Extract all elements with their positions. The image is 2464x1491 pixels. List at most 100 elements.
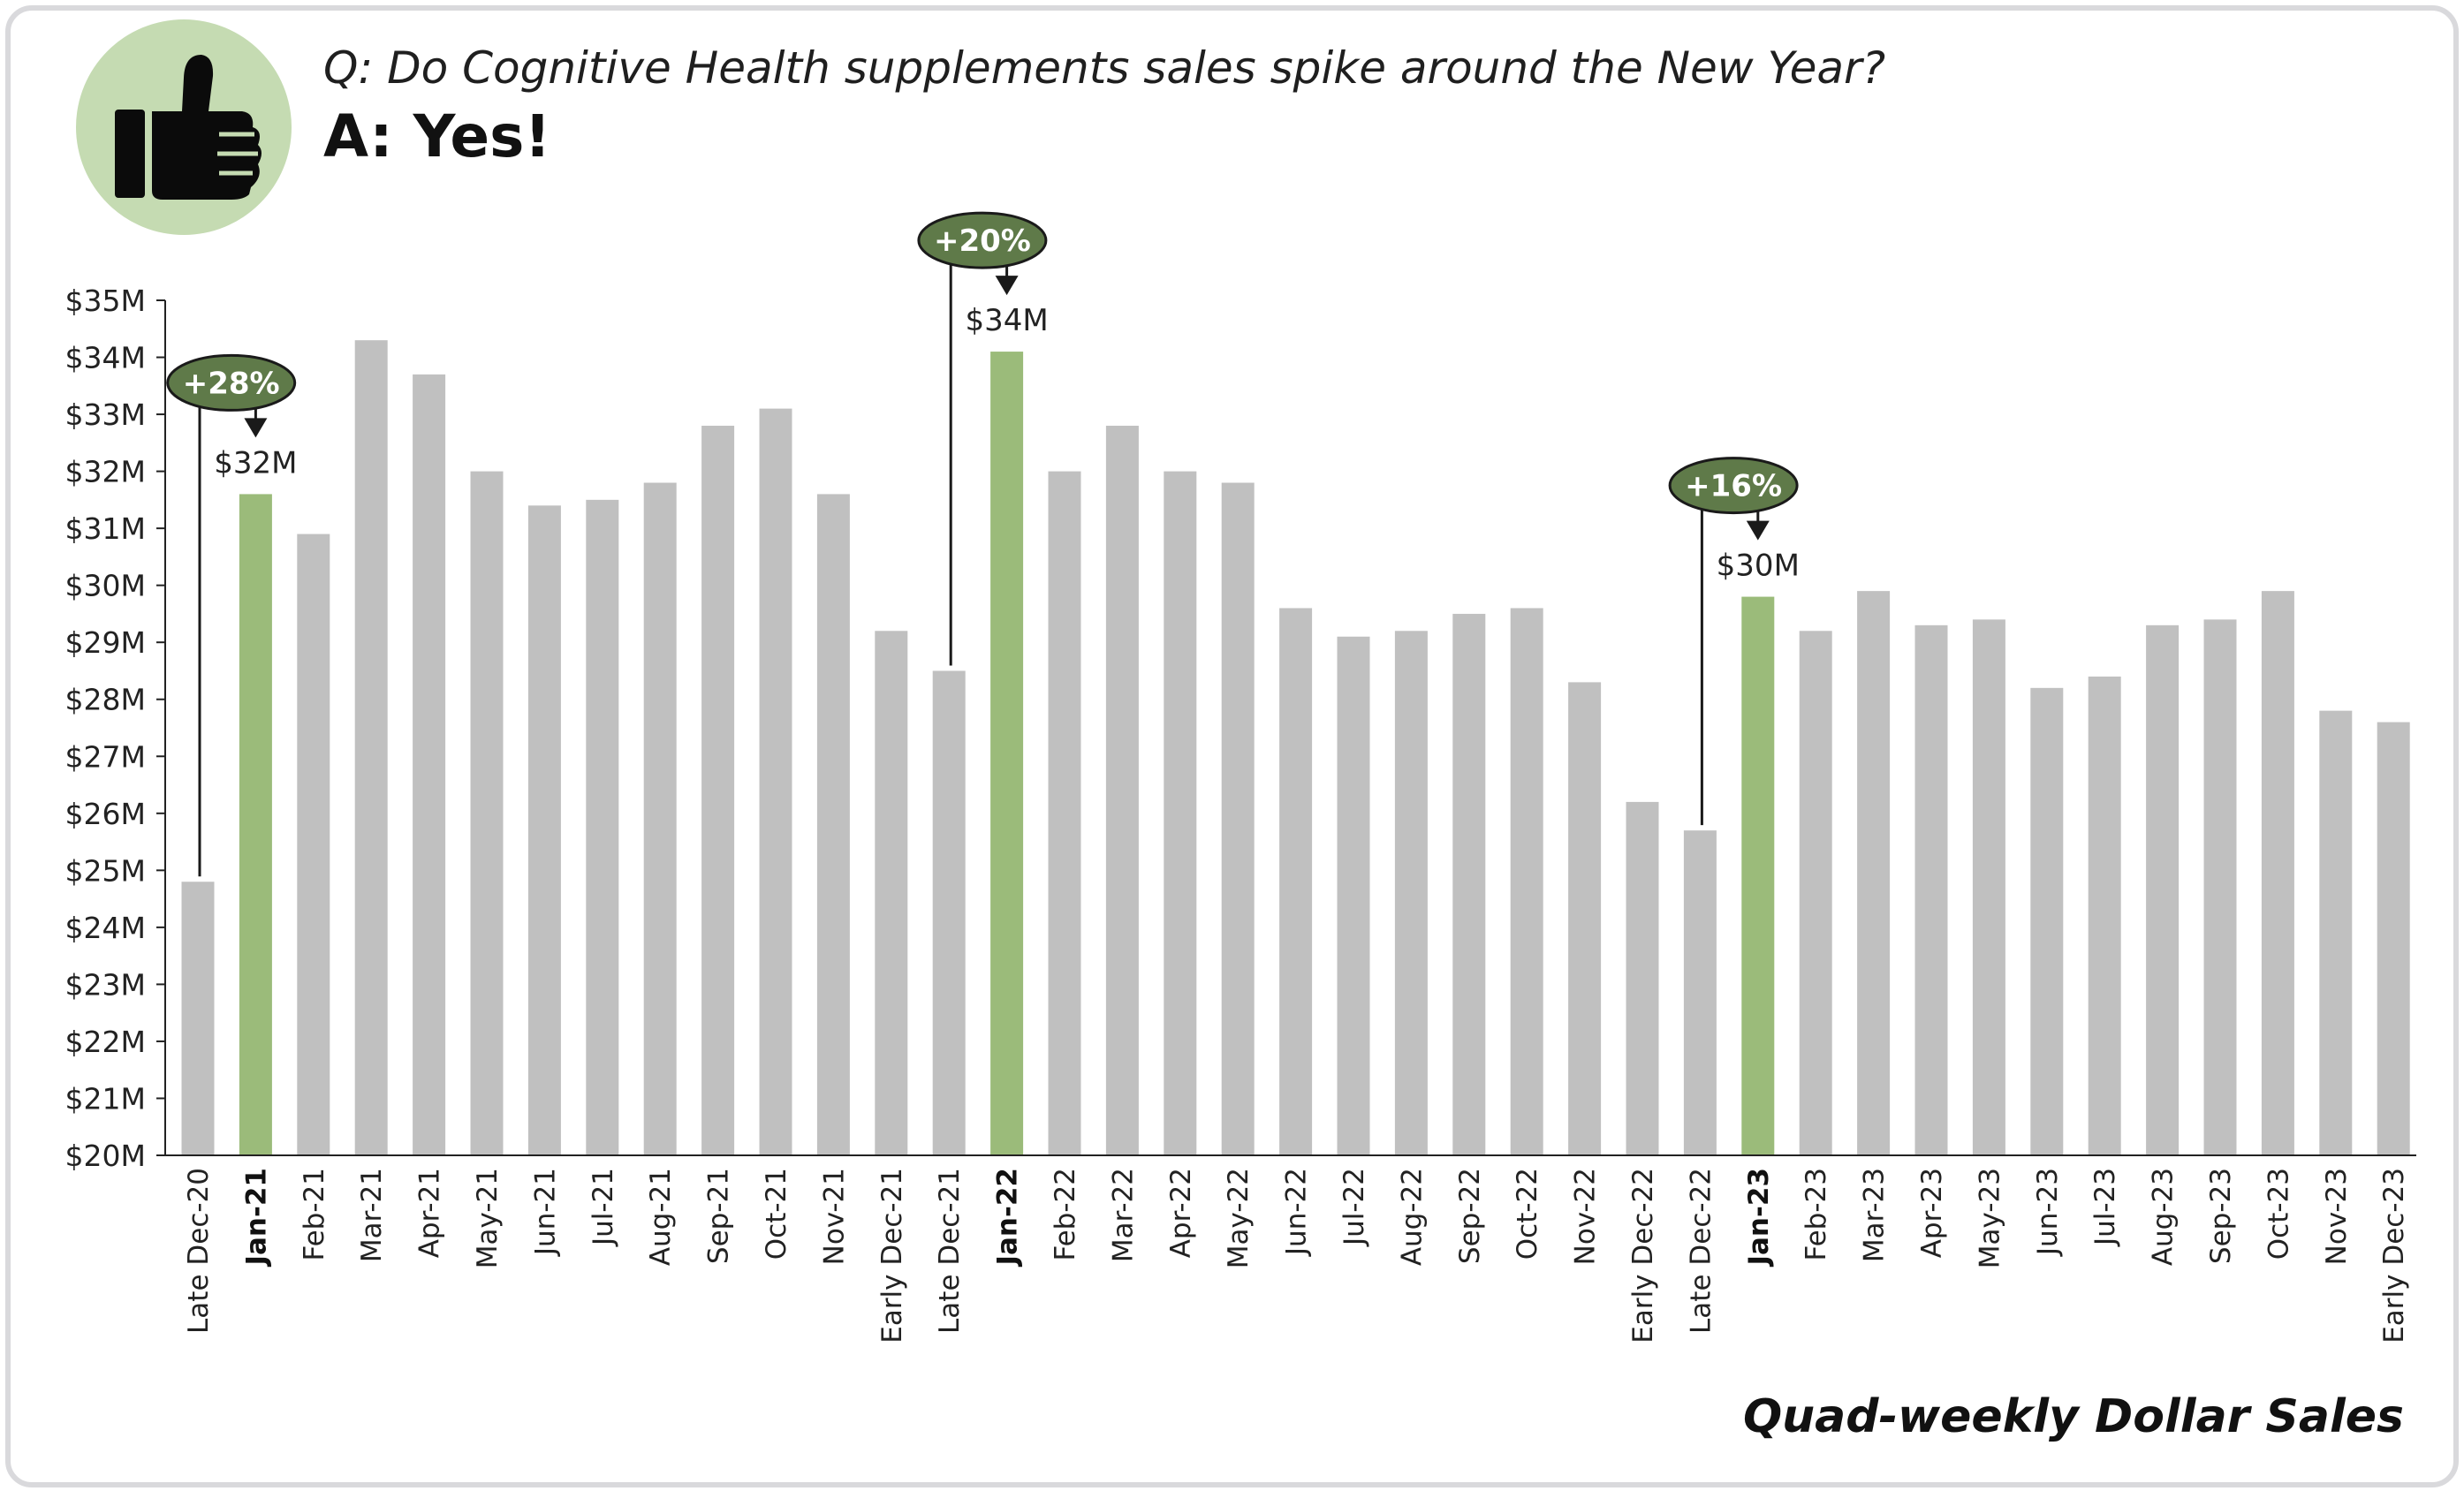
x-tick-label: Early Dec-22 — [1627, 1168, 1659, 1343]
annotation-arrowhead — [244, 418, 268, 438]
x-tick-label: Early Dec-23 — [2378, 1168, 2410, 1343]
data-label: $32M — [214, 445, 297, 481]
x-tick-label: Late Dec-21 — [934, 1168, 966, 1334]
x-tick-label: Mar-22 — [1107, 1168, 1139, 1262]
bar — [1221, 482, 1255, 1155]
growth-pill-label: +28% — [183, 366, 280, 401]
bar — [1857, 591, 1891, 1155]
y-tick-label: $20M — [65, 1139, 146, 1173]
bar — [1452, 613, 1486, 1155]
bar — [1799, 631, 1832, 1155]
bar — [1683, 830, 1717, 1155]
bar — [181, 882, 215, 1155]
data-label: $34M — [965, 303, 1048, 338]
y-tick-label: $29M — [65, 625, 146, 660]
x-tick-label: Sep-21 — [703, 1168, 735, 1264]
bar — [875, 631, 908, 1155]
x-tick-label: Jul-23 — [2089, 1168, 2121, 1247]
x-tick-label: May-23 — [1974, 1168, 2005, 1268]
bar — [2203, 619, 2237, 1155]
x-tick-label: Jul-21 — [588, 1168, 619, 1247]
growth-pill-label: +20% — [934, 223, 1031, 259]
x-tick-label: Nov-22 — [1570, 1168, 1602, 1265]
x-tick-label: Oct-23 — [2263, 1168, 2294, 1260]
x-tick-label: Early Dec-21 — [876, 1168, 908, 1343]
x-tick-label: May-21 — [472, 1168, 504, 1268]
bar — [2319, 710, 2353, 1155]
thumbs-up-icon — [115, 55, 262, 200]
highlight-bar — [1741, 596, 1775, 1155]
bar — [701, 425, 735, 1155]
bar — [1568, 682, 1602, 1155]
bar — [470, 471, 504, 1155]
bar — [2030, 687, 2064, 1155]
x-tick-label: Nov-23 — [2321, 1168, 2353, 1265]
bar — [816, 494, 850, 1155]
bar — [1394, 631, 1428, 1155]
bar — [413, 374, 446, 1156]
bar — [354, 340, 388, 1155]
bar — [1337, 636, 1370, 1155]
y-tick-label: $24M — [65, 911, 146, 945]
bar — [1048, 471, 1081, 1155]
x-tick-label: Feb-23 — [1801, 1168, 1832, 1261]
growth-pill — [166, 353, 297, 412]
bar — [1510, 608, 1543, 1155]
data-label: $30M — [1717, 549, 1800, 584]
chart-question: Q: Do Cognitive Health supplements sales… — [323, 42, 1886, 94]
x-tick-label: May-22 — [1223, 1168, 1255, 1268]
x-tick-label: Jan-23 — [1743, 1168, 1775, 1268]
x-tick-label: Late Dec-22 — [1685, 1168, 1717, 1334]
x-tick-label: Oct-22 — [1512, 1168, 1543, 1260]
bar — [643, 482, 677, 1155]
y-tick-label: $30M — [65, 569, 146, 603]
y-tick-label: $33M — [65, 397, 146, 432]
y-tick-label: $34M — [65, 341, 146, 375]
y-tick-label: $21M — [65, 1081, 146, 1116]
x-tick-label: Apr-23 — [1916, 1168, 1948, 1258]
x-tick-label: Jul-22 — [1338, 1168, 1370, 1247]
x-tick-label: Aug-21 — [645, 1168, 677, 1266]
x-tick-label: Feb-21 — [299, 1168, 330, 1261]
bar — [1105, 425, 1139, 1155]
x-tick-label: Jun-21 — [529, 1168, 561, 1257]
bar — [297, 534, 330, 1155]
x-tick-label: Jun-23 — [2032, 1168, 2064, 1257]
x-tick-label: Sep-23 — [2205, 1168, 2237, 1264]
growth-pill — [1668, 457, 1799, 515]
annotation-arrowhead — [995, 276, 1019, 296]
annotation-arrowhead — [1746, 520, 1770, 541]
bar — [1626, 801, 1659, 1155]
x-tick-label: Sep-22 — [1454, 1168, 1486, 1264]
bar — [586, 499, 619, 1155]
y-tick-label: $23M — [65, 967, 146, 1002]
x-tick-label: Jun-22 — [1281, 1168, 1313, 1257]
highlight-bar — [990, 352, 1024, 1156]
y-tick-label: $22M — [65, 1025, 146, 1059]
bar — [2261, 591, 2294, 1155]
highlight-bar — [239, 494, 272, 1155]
x-tick-label: Aug-22 — [1396, 1168, 1428, 1266]
y-tick-label: $35M — [65, 284, 146, 318]
y-tick-label: $32M — [65, 455, 146, 489]
y-tick-label: $26M — [65, 797, 146, 831]
bar — [932, 670, 966, 1155]
x-tick-label: Apr-21 — [414, 1168, 446, 1258]
bar — [1972, 619, 2005, 1155]
y-tick-label: $25M — [65, 853, 146, 888]
x-tick-label: Apr-22 — [1165, 1168, 1197, 1258]
thumbs-up-badge — [76, 19, 292, 235]
x-tick-label: Feb-22 — [1050, 1168, 1081, 1261]
bar — [1164, 471, 1197, 1155]
x-tick-label: Oct-21 — [761, 1168, 792, 1260]
x-tick-label: Jan-22 — [992, 1168, 1024, 1268]
bar — [1279, 608, 1313, 1155]
growth-pill-label: +16% — [1685, 469, 1782, 504]
bar — [2377, 722, 2410, 1155]
x-tick-label: Aug-23 — [2148, 1168, 2180, 1266]
y-tick-label: $28M — [65, 683, 146, 717]
y-tick-label: $27M — [65, 739, 146, 774]
x-tick-label: Nov-21 — [818, 1168, 850, 1265]
chart-answer: A: Yes! — [323, 102, 551, 170]
